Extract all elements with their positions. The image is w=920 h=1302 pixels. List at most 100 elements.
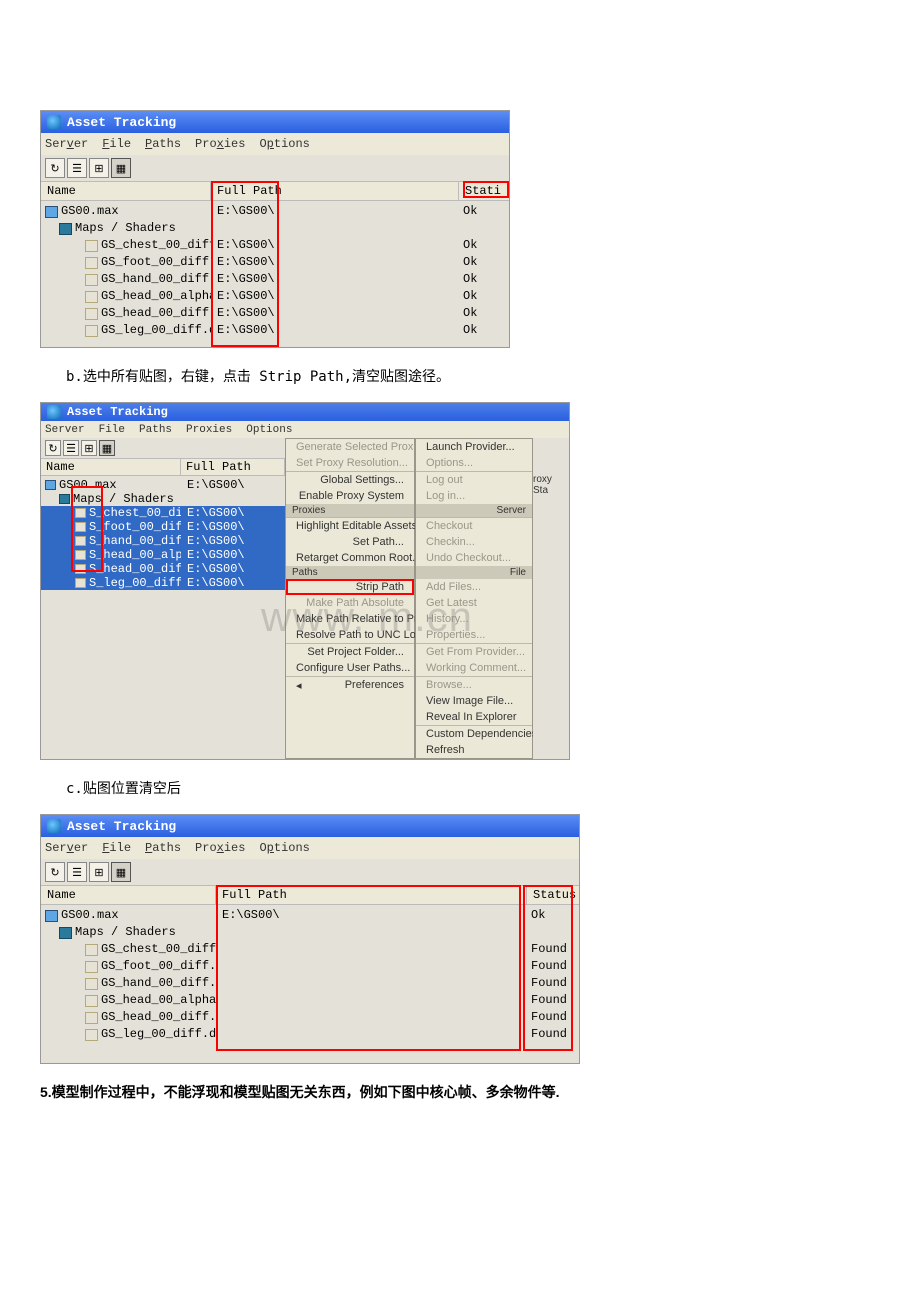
table-row[interactable]: GS_head_00_diff.ddsE:\GS00\Ok (41, 305, 509, 322)
table-row[interactable]: S_head_00_alpha.ddsE:\GS00\ (41, 548, 285, 562)
grid-icon[interactable]: ▦ (111, 158, 131, 178)
menu-server[interactable]: Server (45, 841, 88, 855)
menu-item[interactable]: Retarget Common Root... (286, 550, 414, 566)
menu-item[interactable]: Launch Provider... (416, 439, 532, 455)
menu-options[interactable]: Options (246, 424, 292, 436)
dds-file-icon (85, 257, 98, 269)
list-icon[interactable]: ☰ (67, 158, 87, 178)
list-icon[interactable]: ☰ (63, 440, 79, 456)
menu-section: Paths (286, 566, 414, 579)
menu-item[interactable]: Properties... (416, 627, 532, 643)
col-fullpath[interactable]: Full Path (211, 182, 459, 200)
table-row[interactable]: S_head_00_diff.ddsE:\GS00\ (41, 562, 285, 576)
table-row[interactable]: GS_foot_00_diff.ddsFound (41, 958, 579, 975)
menu-item[interactable]: Generate Selected Proxies (286, 439, 414, 455)
menu-item[interactable]: Checkin... (416, 534, 532, 550)
caption-5: 5.模型制作过程中，不能浮现和模型贴图无关东西，例如下图中核心帧、多余物件等. (40, 1082, 880, 1102)
menu-server[interactable]: Server (45, 137, 88, 151)
tree-icon[interactable]: ⊞ (89, 862, 109, 882)
col-status[interactable]: Stati (459, 182, 509, 200)
menu-item[interactable]: Refresh (416, 742, 532, 758)
refresh-icon[interactable]: ↻ (45, 862, 65, 882)
refresh-icon[interactable]: ↻ (45, 440, 61, 456)
table-row[interactable]: GS_head_00_alpha.ddsE:\GS00\Ok (41, 288, 509, 305)
app-icon (47, 405, 61, 419)
grid-icon[interactable]: ▦ (99, 440, 115, 456)
table-row[interactable]: S_foot_00_diff.ddsE:\GS00\ (41, 520, 285, 534)
menu-item[interactable]: History... (416, 611, 532, 627)
table-row[interactable]: Maps / Shaders (41, 220, 509, 237)
table-row[interactable]: GS_head_00_diff.ddsFound (41, 1009, 579, 1026)
table-row[interactable]: Maps / Shaders (41, 492, 285, 506)
menu-item[interactable]: Enable Proxy System (286, 488, 414, 504)
menu-proxies[interactable]: Proxies (186, 424, 232, 436)
menu-item[interactable]: Browse... (416, 677, 532, 693)
tree-icon[interactable]: ⊞ (81, 440, 97, 456)
menu-item[interactable]: View Image File... (416, 693, 532, 709)
col-fullpath[interactable]: Full Path (216, 886, 527, 904)
menu-item[interactable]: Resolve Path to UNC Location (286, 627, 414, 643)
menu-item[interactable]: Get Latest (416, 595, 532, 611)
table-row[interactable]: GS_hand_00_diff.ddsE:\GS00\Ok (41, 271, 509, 288)
col-status[interactable]: Status (527, 886, 579, 904)
table-row[interactable]: S_leg_00_diff.ddsE:\GS00\ (41, 576, 285, 590)
menu-item[interactable]: Set Proxy Resolution... (286, 455, 414, 471)
table-row[interactable]: GS_leg_00_diff.ddsE:\GS00\Ok (41, 322, 509, 339)
tree-icon[interactable]: ⊞ (89, 158, 109, 178)
menu-section: File (416, 566, 532, 579)
refresh-icon[interactable]: ↻ (45, 158, 65, 178)
menu-item[interactable]: Configure User Paths... (286, 660, 414, 676)
table-row[interactable]: GS_chest_00_diff.ddsFound (41, 941, 579, 958)
menu-item[interactable]: Options... (416, 455, 532, 471)
table-row[interactable]: GS_leg_00_diff.ddsFound (41, 1026, 579, 1043)
dds-file-icon (75, 578, 86, 588)
menu-item-strip-path[interactable]: Strip Path (286, 579, 414, 595)
menu-item[interactable]: Add Files... (416, 579, 532, 595)
table-row[interactable]: Maps / Shaders (41, 924, 579, 941)
menu-proxies[interactable]: Proxies (195, 841, 245, 855)
menu-item[interactable]: Custom Dependencies... (416, 726, 532, 742)
menu-paths[interactable]: Paths (145, 841, 181, 855)
table-row[interactable]: GS_chest_00_diff.ddsE:\GS00\Ok (41, 237, 509, 254)
table-row[interactable]: GS_head_00_alpha.ddsFound (41, 992, 579, 1009)
menu-file[interactable]: File (99, 424, 125, 436)
menu-paths[interactable]: Paths (145, 137, 181, 151)
table-row[interactable]: S_chest_00_diff.ddsE:\GS00\ (41, 506, 285, 520)
titlebar: Asset Tracking (41, 111, 509, 133)
menu-server[interactable]: Server (45, 424, 85, 436)
col-name[interactable]: Name (41, 459, 181, 475)
menu-item[interactable]: Undo Checkout... (416, 550, 532, 566)
table-row[interactable]: GS_foot_00_diff.ddsE:\GS00\Ok (41, 254, 509, 271)
menu-item[interactable]: Reveal In Explorer (416, 709, 532, 725)
list-icon[interactable]: ☰ (67, 862, 87, 882)
grid-icon[interactable]: ▦ (111, 862, 131, 882)
menu-item[interactable]: Checkout (416, 518, 532, 534)
menu-item[interactable]: Make Path Relative to Project Folder (286, 611, 414, 627)
menu-item[interactable]: Highlight Editable Assets (286, 518, 414, 534)
menu-options[interactable]: Options (259, 137, 309, 151)
menu-item[interactable]: Global Settings... (286, 472, 414, 488)
table-row[interactable]: GS00.maxE:\GS00\Ok (41, 907, 579, 924)
menu-item[interactable]: Set Project Folder... (286, 644, 414, 660)
col-name[interactable]: Name (41, 182, 211, 200)
table-row[interactable]: GS00.maxE:\GS00\ (41, 478, 285, 492)
file-status: Ok (459, 203, 509, 220)
menu-item[interactable]: Set Path... (286, 534, 414, 550)
table-row[interactable]: S_hand_00_diff.ddsE:\GS00\ (41, 534, 285, 548)
menu-item[interactable]: Get From Provider... (416, 644, 532, 660)
menu-item[interactable]: Working Comment... (416, 660, 532, 676)
menu-item[interactable]: ◂Preferences (286, 677, 414, 693)
menu-item[interactable]: Log out (416, 472, 532, 488)
menu-item[interactable]: Log in... (416, 488, 532, 504)
menu-file[interactable]: File (102, 841, 131, 855)
col-fullpath[interactable]: Full Path (181, 459, 285, 475)
menu-item[interactable]: Make Path Absolute (286, 595, 414, 611)
menu-file[interactable]: File (102, 137, 131, 151)
table-row[interactable]: GS00.max E:\GS00\ Ok (41, 203, 509, 220)
column-header: Name Full Path Status (41, 885, 579, 905)
menu-paths[interactable]: Paths (139, 424, 172, 436)
table-row[interactable]: GS_hand_00_diff.ddsFound (41, 975, 579, 992)
col-name[interactable]: Name (41, 886, 216, 904)
menu-proxies[interactable]: Proxies (195, 137, 245, 151)
menu-options[interactable]: Options (259, 841, 309, 855)
